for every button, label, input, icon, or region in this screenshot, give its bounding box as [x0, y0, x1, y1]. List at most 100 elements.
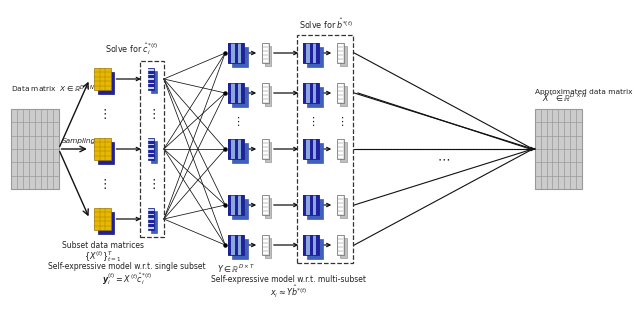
Bar: [231, 83, 234, 103]
Bar: [98, 212, 115, 234]
Bar: [338, 52, 343, 54]
Bar: [265, 238, 271, 258]
Text: $\vdots$: $\vdots$: [147, 107, 156, 121]
Bar: [263, 140, 268, 142]
Text: Self-expressive model w.r.t. single subset: Self-expressive model w.r.t. single subs…: [48, 262, 205, 271]
Bar: [148, 144, 154, 146]
Bar: [263, 200, 268, 202]
Bar: [338, 152, 343, 154]
Text: $\vdots$: $\vdots$: [307, 114, 316, 128]
Bar: [148, 138, 154, 160]
Bar: [338, 252, 343, 254]
Bar: [340, 46, 346, 66]
Bar: [534, 109, 582, 189]
Bar: [263, 212, 268, 214]
Bar: [98, 72, 115, 94]
Bar: [338, 96, 343, 98]
Bar: [263, 152, 268, 154]
Bar: [148, 157, 154, 159]
Bar: [263, 204, 268, 206]
Bar: [307, 239, 323, 259]
Text: $\cdots$: $\cdots$: [438, 152, 451, 165]
Bar: [265, 198, 271, 218]
Bar: [228, 139, 231, 159]
Text: Sampling: Sampling: [62, 138, 97, 144]
Bar: [340, 142, 346, 162]
Bar: [262, 43, 269, 63]
Bar: [148, 209, 154, 211]
Bar: [148, 227, 154, 229]
Bar: [231, 139, 234, 159]
Bar: [338, 88, 343, 90]
Bar: [148, 69, 154, 71]
Bar: [241, 235, 244, 255]
Bar: [338, 236, 343, 238]
Bar: [228, 83, 244, 103]
Bar: [338, 56, 343, 58]
Bar: [310, 139, 313, 159]
Bar: [263, 92, 268, 94]
Text: Subset data matrices: Subset data matrices: [61, 241, 143, 250]
Bar: [338, 240, 343, 242]
Bar: [303, 43, 319, 63]
Bar: [307, 143, 323, 163]
Bar: [303, 195, 319, 215]
Bar: [228, 139, 244, 159]
Bar: [338, 84, 343, 86]
Bar: [94, 138, 111, 160]
Bar: [340, 86, 346, 106]
Text: $\vdots$: $\vdots$: [232, 114, 240, 128]
Bar: [231, 235, 234, 255]
Bar: [338, 48, 343, 50]
Bar: [148, 208, 154, 230]
Bar: [262, 195, 269, 215]
Bar: [303, 83, 319, 103]
Bar: [150, 71, 157, 93]
Bar: [232, 143, 248, 163]
Bar: [150, 211, 157, 233]
Bar: [148, 87, 154, 89]
Bar: [148, 68, 154, 90]
Bar: [263, 84, 268, 86]
Bar: [338, 200, 343, 202]
Bar: [263, 156, 268, 158]
Bar: [338, 204, 343, 206]
Bar: [307, 139, 310, 159]
Bar: [228, 195, 231, 215]
Bar: [307, 43, 310, 63]
Bar: [313, 195, 316, 215]
Bar: [313, 235, 316, 255]
Text: Data matrix  $X \in \mathbb{R}^{D \times N}$: Data matrix $X \in \mathbb{R}^{D \times …: [11, 84, 95, 95]
Bar: [337, 235, 344, 255]
Text: $\vdots$: $\vdots$: [98, 107, 107, 121]
Bar: [303, 235, 319, 255]
Text: Self-expressive model w.r.t. multi-subset: Self-expressive model w.r.t. multi-subse…: [211, 275, 366, 284]
Bar: [313, 43, 316, 63]
Bar: [263, 236, 268, 238]
Bar: [238, 195, 241, 215]
Bar: [228, 195, 244, 215]
Bar: [11, 109, 59, 189]
Bar: [148, 218, 154, 220]
Bar: [265, 46, 271, 66]
Bar: [234, 235, 238, 255]
Bar: [303, 139, 319, 159]
Bar: [265, 142, 271, 162]
Text: Solve for $\hat{c}_i^{*(t)}$: Solve for $\hat{c}_i^{*(t)}$: [105, 41, 158, 57]
Bar: [262, 235, 269, 255]
Bar: [303, 139, 307, 159]
Bar: [232, 87, 248, 107]
Bar: [241, 139, 244, 159]
Bar: [238, 83, 241, 103]
Bar: [234, 139, 238, 159]
Bar: [238, 43, 241, 63]
Bar: [338, 148, 343, 150]
Bar: [148, 214, 154, 216]
Bar: [228, 83, 231, 103]
Bar: [337, 83, 344, 103]
Bar: [303, 195, 307, 215]
Bar: [263, 100, 268, 102]
Bar: [303, 195, 319, 215]
Bar: [140, 61, 164, 237]
Bar: [263, 240, 268, 242]
